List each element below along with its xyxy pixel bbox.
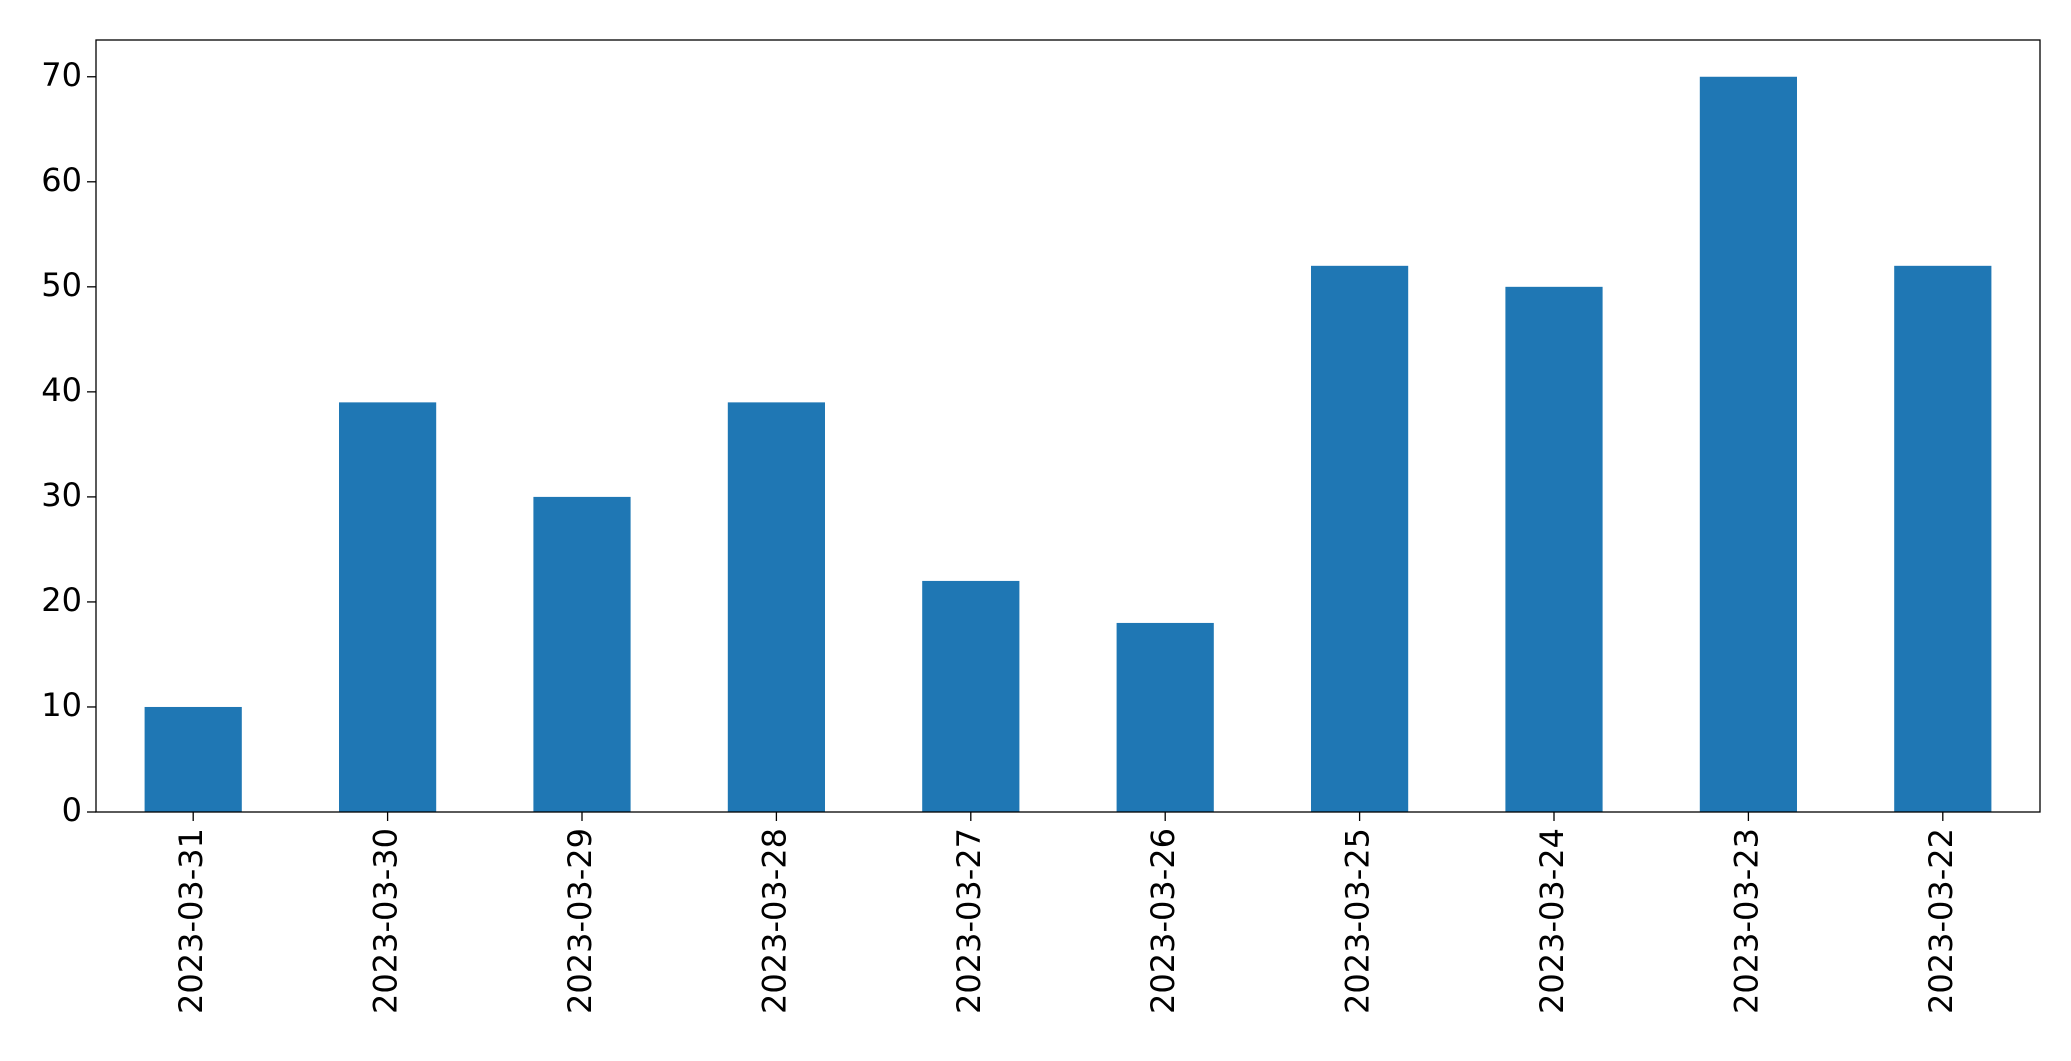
y-tick-label: 70 — [41, 56, 82, 94]
x-tick-label: 2023-03-26 — [1144, 828, 1182, 1014]
y-tick-label: 0 — [62, 791, 82, 829]
plot-frame — [95, 39, 2041, 813]
bar — [922, 580, 1020, 812]
x-tick-label: 2023-03-27 — [950, 828, 988, 1014]
bar — [533, 496, 631, 812]
bar — [1311, 265, 1409, 812]
bar — [1894, 265, 1992, 812]
bar — [144, 706, 242, 812]
x-tick-label: 2023-03-23 — [1727, 828, 1765, 1014]
x-tick-label: 2023-03-22 — [1922, 828, 1960, 1014]
bar — [339, 402, 437, 812]
bar — [1116, 622, 1214, 812]
y-tick-label: 50 — [41, 266, 82, 304]
x-tick-label: 2023-03-25 — [1339, 828, 1377, 1014]
y-tick-label: 60 — [41, 161, 82, 199]
x-tick-label: 2023-03-31 — [172, 828, 210, 1014]
x-tick-label: 2023-03-30 — [367, 828, 405, 1014]
bar — [727, 402, 825, 812]
x-tick-label: 2023-03-24 — [1533, 828, 1571, 1014]
x-tick-label: 2023-03-28 — [755, 828, 793, 1014]
y-tick-label: 40 — [41, 371, 82, 409]
y-tick-label: 20 — [41, 581, 82, 619]
y-tick-label: 10 — [41, 686, 82, 724]
y-tick-label: 30 — [41, 476, 82, 514]
bar — [1505, 286, 1603, 812]
x-tick-label: 2023-03-29 — [561, 828, 599, 1014]
bar — [1699, 76, 1797, 812]
